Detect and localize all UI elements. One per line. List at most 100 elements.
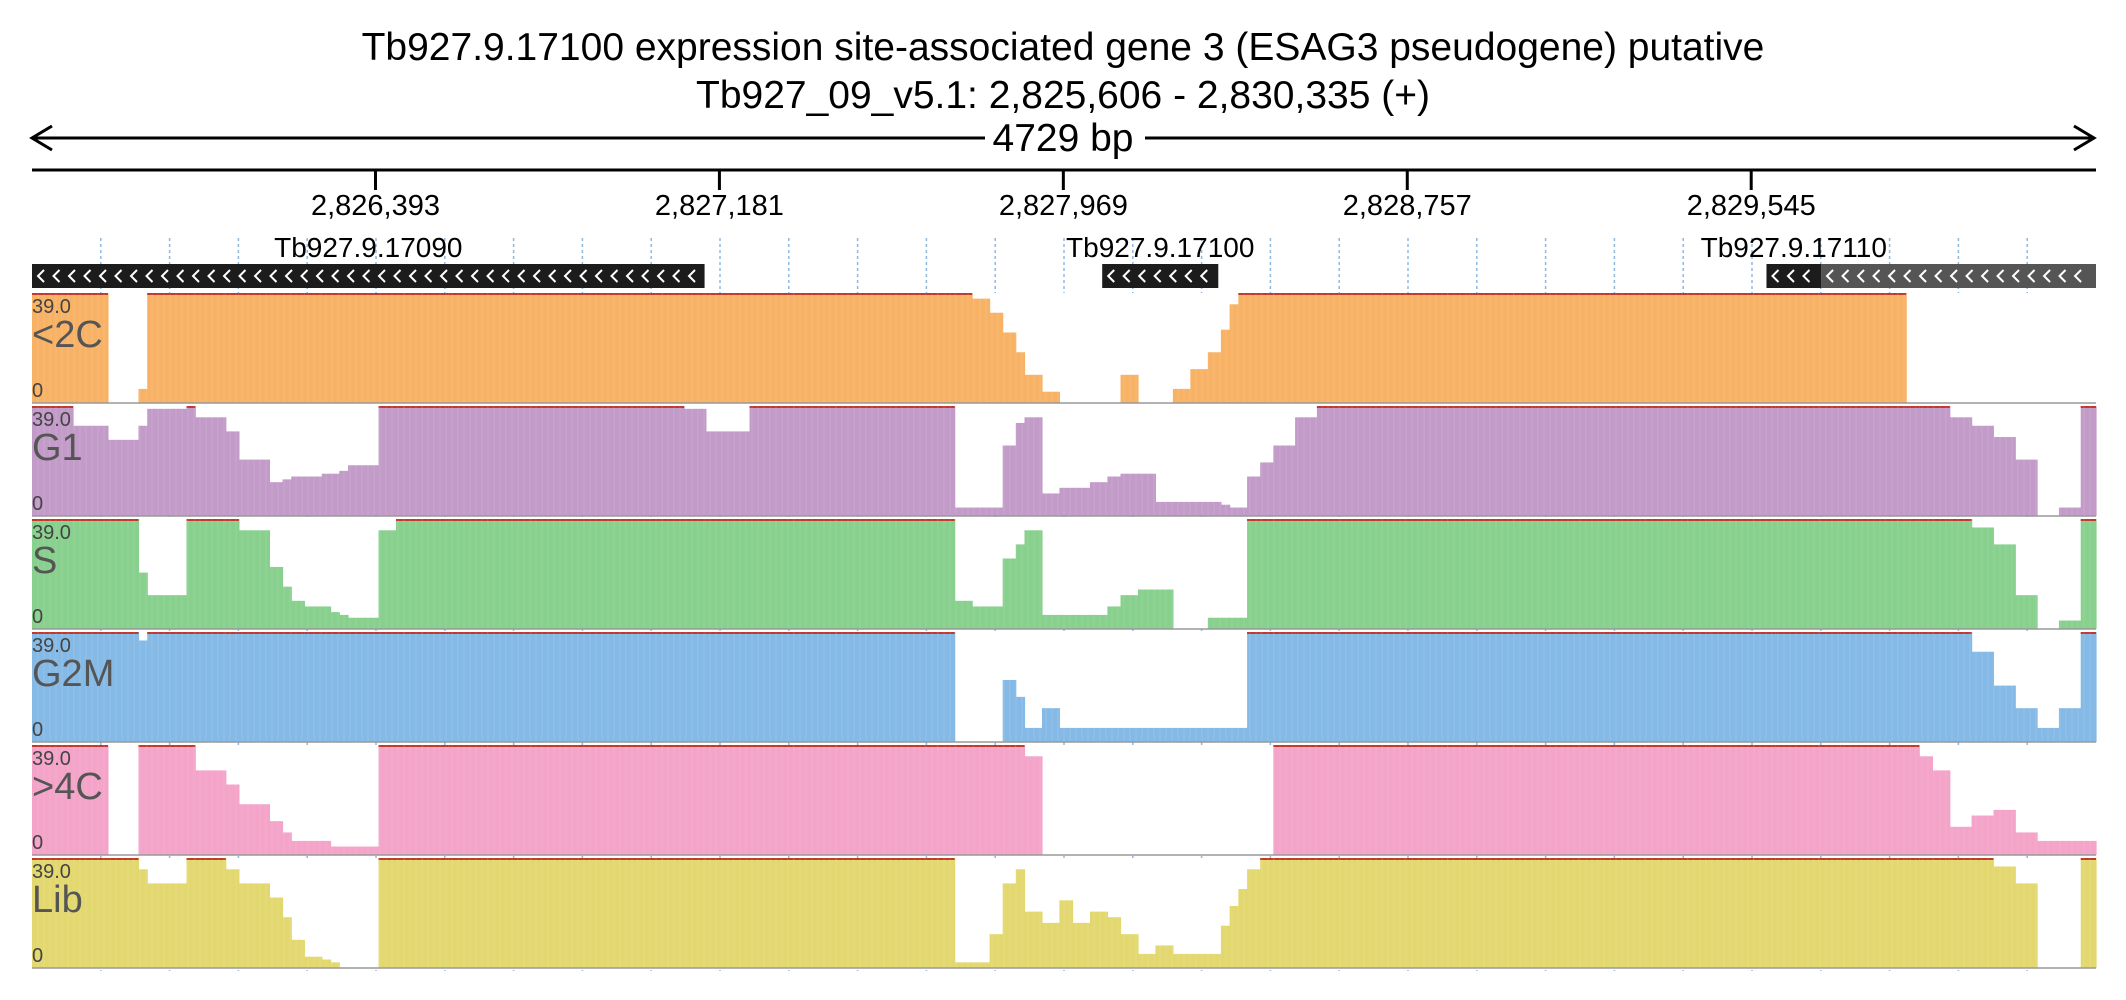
coverage-bar: [2015, 459, 2038, 516]
coverage-bar: [339, 470, 349, 516]
coverage-bar: [321, 606, 332, 629]
coverage-bar: [574, 632, 620, 742]
coverage-bar: [1426, 519, 1449, 629]
coverage-bar: [1491, 632, 1514, 742]
coverage-bar: [107, 439, 140, 516]
coverage-bar: [1404, 406, 1427, 516]
coverage-bar: [1360, 406, 1383, 516]
strand-chevron: [36, 269, 45, 283]
strand-chevron: [1856, 269, 1865, 283]
coverage-bar: [1491, 858, 1514, 968]
coverage-bar: [1404, 745, 1427, 855]
coverage-bar: [531, 406, 576, 516]
coverage-bar: [945, 632, 956, 742]
coverage-bar: [1404, 293, 1427, 403]
strand-chevron: [594, 269, 603, 283]
coverage-bar: [531, 858, 576, 968]
coverage-bar: [1818, 745, 1842, 855]
coverage-bar: [924, 858, 938, 968]
coverage-bar: [195, 858, 227, 968]
coverage-bar: [1072, 727, 1091, 742]
coverage-bar: [225, 519, 240, 629]
coverage-bar: [880, 519, 912, 629]
coverage-bar: [225, 293, 240, 403]
signal-tracks: 39.00<2C39.00G139.00S39.00G2M39.00>4C39.…: [32, 293, 2097, 969]
strand-chevron: [377, 269, 386, 283]
coverage-bar: [1491, 293, 1514, 403]
coverage-bar: [945, 745, 956, 855]
coverage-bar: [705, 431, 751, 516]
coverage-bar: [880, 745, 912, 855]
coverage-bar: [1360, 293, 1383, 403]
strand-chevron: [1918, 269, 1927, 283]
coverage-bar: [880, 858, 912, 968]
coverage-bar: [291, 840, 305, 855]
coverage-bar: [1382, 632, 1405, 742]
coverage-bar: [574, 858, 620, 968]
coverage-bar: [1687, 745, 1711, 855]
strand-chevron: [114, 269, 123, 283]
coverage-bar: [836, 745, 882, 855]
coverage-bar: [1207, 501, 1222, 516]
coverage-bar: [269, 632, 284, 742]
coverage-bar: [1666, 519, 1689, 629]
coverage-bar: [1578, 858, 1602, 968]
coverage-bar: [195, 293, 227, 403]
coverage-bar: [954, 600, 973, 629]
coverage-bar: [1260, 462, 1274, 516]
coverage-bar: [911, 519, 925, 629]
coverage-bar: [1207, 953, 1222, 968]
coverage-bar: [1993, 544, 2016, 629]
coverage-bar: [640, 632, 663, 742]
coverage-bar: [1220, 504, 1231, 516]
coverage-bar: [1120, 473, 1139, 516]
coverage-bar: [1426, 745, 1449, 855]
coverage-track: 39.0 0 G1: [32, 406, 2097, 517]
coverage-bar: [1797, 293, 1820, 403]
coverage-bar: [1753, 858, 1776, 968]
coverage-bar: [1971, 425, 1995, 516]
coverage-bar: [640, 519, 663, 629]
coverage-bar: [1059, 614, 1074, 629]
coverage-bar: [1949, 417, 1973, 516]
coverage-bar: [2080, 406, 2097, 516]
coverage-bar: [954, 507, 973, 516]
coverage-bar: [1840, 745, 1864, 855]
coverage-bar: [937, 293, 947, 403]
coverage-bar: [1818, 519, 1842, 629]
coverage-bar: [1360, 745, 1383, 855]
coverage-bar: [186, 293, 196, 403]
coverage-bar: [225, 784, 240, 855]
coverage-bar: [911, 406, 925, 516]
coverage-bar: [1731, 519, 1754, 629]
coverage-bar: [684, 632, 707, 742]
coverage-bar: [304, 606, 323, 629]
strand-chevron: [1137, 269, 1146, 283]
coverage-bar: [1120, 374, 1139, 403]
coverage-bar: [378, 530, 397, 629]
coverage-bar: [487, 632, 532, 742]
coverage-bar: [404, 632, 423, 742]
coverage-bar: [186, 632, 196, 742]
coverage-bar: [1971, 651, 1995, 742]
coverage-bar: [1556, 745, 1580, 855]
coverage-bar: [1797, 519, 1820, 629]
coverage-bar: [1002, 558, 1017, 629]
strand-chevron: [253, 269, 262, 283]
chart-subtitle: Tb927_09_v5.1: 2,825,606 - 2,830,335 (+): [696, 74, 1430, 117]
coverage-bar: [1426, 293, 1449, 403]
coverage-bar: [1360, 632, 1383, 742]
coverage-bar: [1338, 406, 1362, 516]
coverage-bar: [1775, 858, 1798, 968]
coverage-bar: [1238, 617, 1248, 629]
coverage-bar: [1316, 745, 1340, 855]
coverage-bar: [2015, 708, 2038, 742]
coverage-bar: [448, 745, 489, 855]
coverage-bar: [147, 595, 188, 629]
strand-chevron: [1153, 269, 1162, 283]
coverage-bar: [1426, 858, 1449, 968]
coverage-bar: [396, 293, 406, 403]
coverage-bar: [989, 606, 1004, 629]
coverage-bar: [1426, 632, 1449, 742]
coverage-bar: [1753, 632, 1776, 742]
